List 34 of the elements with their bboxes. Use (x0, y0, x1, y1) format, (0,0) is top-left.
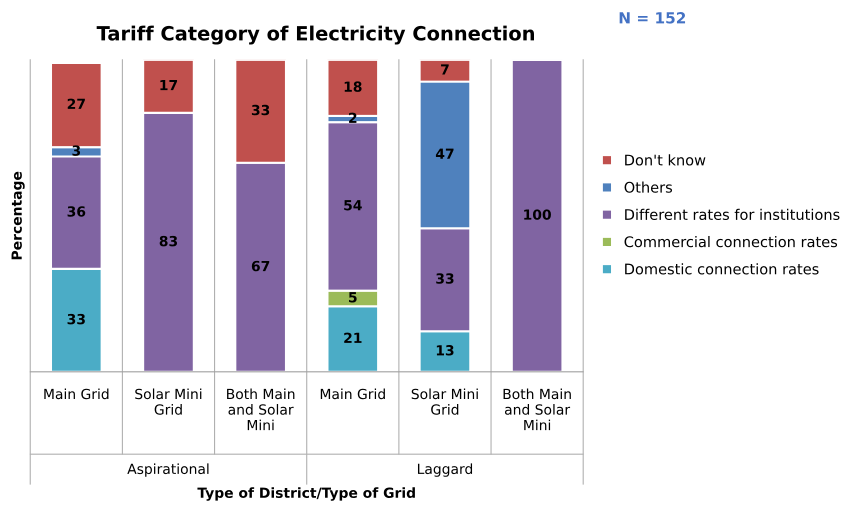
text: Aspirational (127, 463, 208, 477)
x-tick-label: Main Grid (44, 388, 108, 400)
data-label: 18 (344, 81, 362, 92)
data-label: 13 (436, 345, 454, 356)
data-label: 54 (344, 200, 362, 210)
legend-label: Others (624, 182, 672, 193)
chart-title: Tariff Category of Electricity Connection (96, 26, 534, 45)
x-tick-label: Main Grid (320, 388, 385, 400)
data-label: 47 (436, 148, 454, 159)
data-label: 5 (349, 292, 357, 303)
data-label: 36 (68, 206, 86, 217)
legend-label: Commercial connection rates (624, 236, 838, 248)
x-tick-label: Both Main and Solar Mini (227, 388, 294, 430)
legend-label: Different rates for institutions (625, 208, 840, 220)
legend-label: Don't know (625, 154, 706, 166)
data-label: 83 (160, 236, 178, 246)
x-tick-label: Both Main and Solar Mini (504, 388, 571, 430)
x-tick-label: Solar Mini Grid (135, 388, 202, 415)
data-label: 33 (252, 104, 270, 116)
text: Laggard (418, 463, 472, 477)
data-label: 7 (441, 64, 449, 75)
legend-label: Domestic connection rates (625, 263, 819, 275)
data-label: 27 (68, 98, 85, 109)
data-label: 100 (524, 209, 551, 220)
text: N = 152 (620, 12, 686, 24)
data-label: 33 (436, 273, 454, 284)
y-axis-title: Percentage (12, 172, 25, 260)
x-tick-label: Solar Mini Grid (412, 388, 478, 415)
x-axis-title: Type of District/Type of Grid (197, 487, 415, 501)
data-label: 33 (68, 314, 85, 324)
data-label: 3 (72, 145, 80, 156)
data-label: 67 (252, 260, 270, 272)
data-label: 17 (160, 80, 178, 90)
data-label: 21 (344, 332, 362, 343)
